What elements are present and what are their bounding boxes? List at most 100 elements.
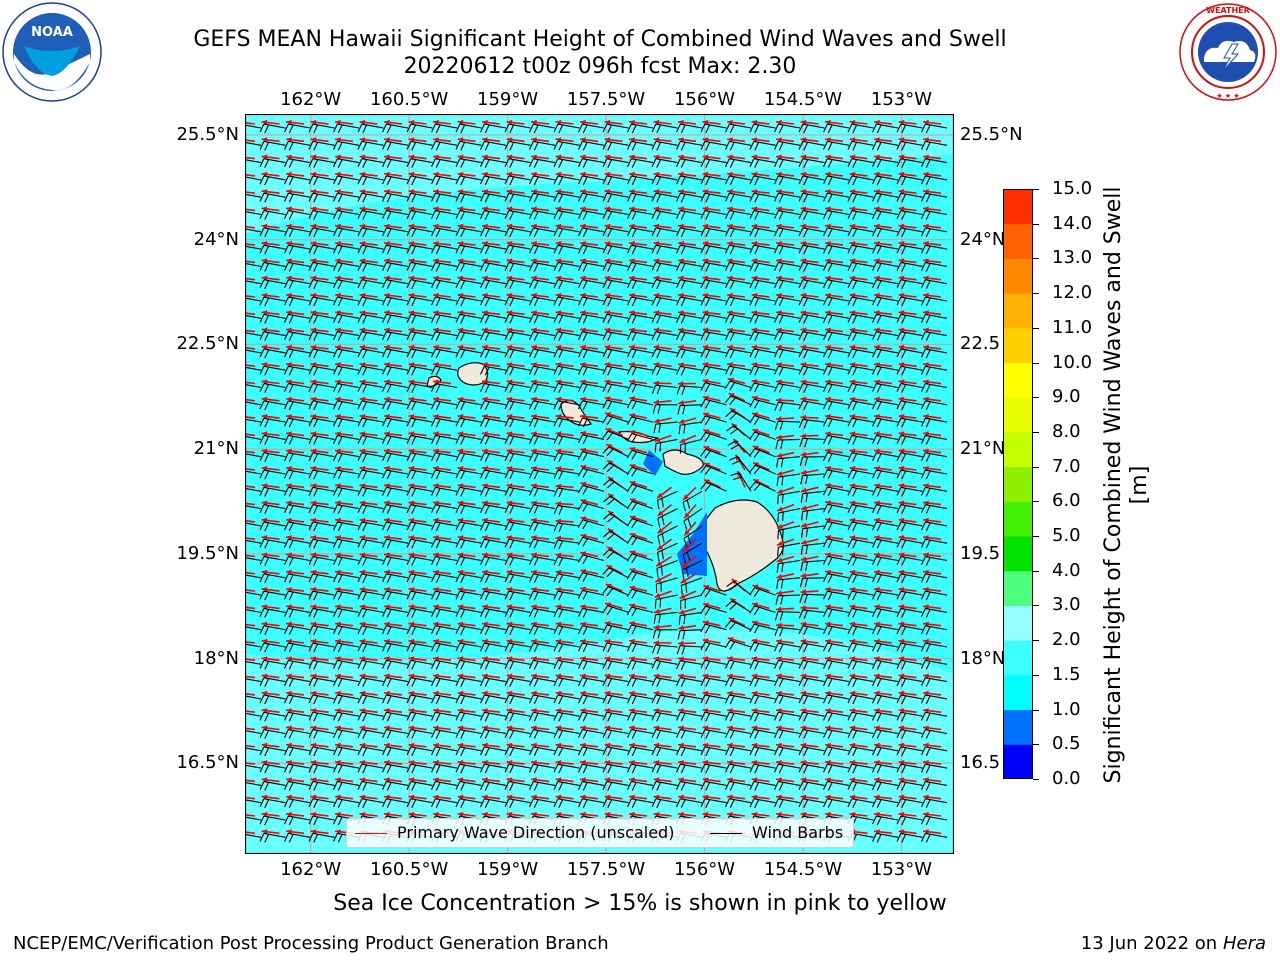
wave-direction-arrow xyxy=(359,362,378,368)
wind-barb xyxy=(259,244,286,255)
wind-barb xyxy=(627,175,654,186)
wave-direction-arrow xyxy=(898,517,917,523)
wind-barb xyxy=(798,210,825,220)
wind-barb xyxy=(480,331,507,341)
colorbar-tick xyxy=(1033,397,1039,399)
wind-barb xyxy=(357,538,384,549)
wind-barb xyxy=(553,261,580,272)
wind-barb xyxy=(700,331,727,341)
wave-direction-arrow xyxy=(506,275,525,281)
wave-direction-arrow xyxy=(335,431,354,437)
wave-direction-arrow xyxy=(506,465,525,472)
wind-barb xyxy=(480,400,507,411)
wave-direction-arrow xyxy=(286,154,305,160)
wind-barb xyxy=(749,123,776,134)
wind-barb xyxy=(577,519,605,530)
wind-barb xyxy=(847,261,874,272)
wind-barb xyxy=(676,279,703,289)
wind-barb xyxy=(455,434,482,445)
wind-barb xyxy=(308,210,335,220)
wind-barb xyxy=(333,261,360,272)
wind-barb xyxy=(726,425,752,440)
wave-direction-arrow xyxy=(678,344,697,350)
wind-barb xyxy=(553,175,580,186)
wind-barb xyxy=(896,521,923,532)
wave-direction-arrow xyxy=(825,534,844,541)
wind-barb xyxy=(333,175,360,186)
wind-barb xyxy=(357,296,384,307)
wave-direction-arrow xyxy=(800,119,819,126)
wind-barb xyxy=(431,400,458,411)
wave-direction-arrow xyxy=(482,206,501,212)
wind-barb xyxy=(308,348,335,359)
wind-barb xyxy=(896,383,923,393)
wind-barb xyxy=(626,416,654,427)
wind-barb xyxy=(823,400,850,411)
wind-barb xyxy=(357,123,384,134)
wind-barb xyxy=(872,434,899,445)
wind-barb xyxy=(406,279,433,289)
wind-barb xyxy=(284,538,311,549)
wind-barb xyxy=(896,434,923,445)
wave-direction-arrow xyxy=(384,223,403,229)
wave-direction-arrow xyxy=(335,327,354,333)
wave-direction-arrow xyxy=(359,379,378,385)
wind-barb xyxy=(651,227,678,238)
wind-barb xyxy=(921,348,948,359)
wind-barb xyxy=(777,508,801,522)
wave-direction-arrow xyxy=(482,483,501,489)
wave-direction-arrow xyxy=(359,241,378,247)
wave-direction-arrow xyxy=(384,275,403,281)
wind-barb xyxy=(245,522,262,527)
wave-direction-arrow xyxy=(359,535,378,541)
wave-direction-arrow xyxy=(335,223,354,229)
legend-wind-barbs: Wind Barbs xyxy=(710,819,843,847)
wave-direction-arrow xyxy=(335,535,354,541)
wave-direction-arrow xyxy=(384,396,403,402)
wave-direction-arrow xyxy=(310,189,329,195)
wind-barb xyxy=(308,175,335,186)
wind-barb xyxy=(683,508,703,530)
wind-barb xyxy=(284,175,311,186)
wave-direction-arrow xyxy=(261,517,280,523)
wave-direction-arrow xyxy=(531,500,550,506)
wind-barb xyxy=(578,348,605,359)
wind-barb xyxy=(259,365,286,376)
wind-barb xyxy=(627,348,654,359)
wind-barb xyxy=(676,210,703,220)
wind-barb xyxy=(431,210,458,220)
wave-direction-arrow xyxy=(359,137,378,143)
wind-barb xyxy=(406,210,433,220)
wind-barb xyxy=(455,123,482,134)
wind-barb xyxy=(431,140,458,151)
wind-barb xyxy=(382,244,409,255)
wind-barb xyxy=(896,348,923,359)
colorbar-label: 12.0 xyxy=(1052,282,1093,304)
wind-barb xyxy=(259,158,286,168)
wave-direction-arrow xyxy=(727,275,746,281)
wind-barb xyxy=(676,348,703,359)
wave-direction-arrow xyxy=(800,327,819,333)
wave-direction-arrow xyxy=(874,171,893,177)
wind-barb xyxy=(504,296,531,307)
wind-barb xyxy=(676,140,703,151)
wave-direction-arrow xyxy=(286,431,305,437)
wave-direction-arrow xyxy=(727,154,746,160)
wind-barb xyxy=(896,279,923,289)
colorbar-label: 8.0 xyxy=(1052,420,1081,442)
wave-direction-arrow xyxy=(433,379,452,385)
wave-direction-arrow xyxy=(800,433,819,439)
wind-barb xyxy=(678,421,703,435)
wave-direction-arrow xyxy=(408,189,427,195)
wind-barb xyxy=(504,434,531,445)
wind-barb xyxy=(259,556,286,566)
wind-barb xyxy=(333,313,360,324)
wind-barb xyxy=(245,384,262,389)
wind-barb xyxy=(308,365,335,376)
colorbar-segment xyxy=(1003,258,1033,294)
wind-barb xyxy=(798,383,825,393)
x-tick-label: 153°W xyxy=(870,89,933,110)
wave-direction-arrow xyxy=(408,362,427,368)
wind-barb xyxy=(847,538,874,549)
wind-barb xyxy=(749,415,776,425)
